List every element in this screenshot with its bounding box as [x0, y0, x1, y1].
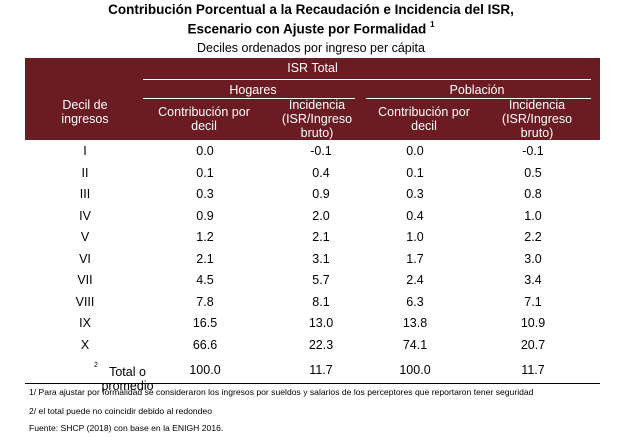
cell-p-contrib: 0.1 — [406, 165, 424, 180]
table-row: IV 0.9 2.0 0.4 1.0 — [25, 207, 600, 228]
cell-h-contrib: 0.9 — [196, 208, 214, 223]
cell-p-incid: -0.1 — [522, 144, 544, 158]
source-note: Fuente: SHCP (2018) con base en la ENIGH… — [29, 423, 224, 433]
header-poblacion: Población — [449, 83, 505, 97]
cell-decil: IX — [79, 316, 91, 330]
table-bottom-rule — [25, 383, 600, 384]
cell-p-incid: 2.2 — [524, 230, 542, 244]
title-footnote-mark: 1 — [430, 20, 435, 29]
cell-p-incid: 7.1 — [524, 294, 542, 309]
cell-p-incid: 0.8 — [524, 187, 542, 201]
cell-h-contrib: 4.5 — [196, 273, 214, 287]
cell-h-contrib: 0.1 — [196, 165, 214, 180]
cell-h-contrib: 66.6 — [192, 337, 218, 352]
table-row: II 0.1 0.4 0.1 0.5 — [25, 164, 600, 185]
cell-h-contrib: 1.2 — [196, 230, 214, 244]
table-row: IX 16.5 13.0 13.8 10.9 — [25, 314, 600, 335]
cell-h-contrib: 2.1 — [196, 251, 214, 266]
table-row: VIII 7.8 8.1 6.3 7.1 — [25, 293, 600, 314]
header-hogares: Hogares — [229, 83, 277, 97]
cell-p-incid: 0.5 — [524, 165, 542, 180]
header-decil: Decil de ingresos — [61, 98, 109, 126]
cell-p-contrib: 1.0 — [406, 230, 424, 244]
table-row: X 66.6 22.3 74.1 20.7 — [25, 336, 600, 357]
total-p-contrib: 100.0 — [399, 363, 431, 377]
header-p-contribucion: Contribución por decil — [378, 105, 470, 133]
cell-h-contrib: 7.8 — [196, 294, 214, 309]
cell-p-contrib: 74.1 — [402, 337, 428, 352]
cell-h-incid: 3.1 — [312, 251, 330, 266]
cell-h-incid: 0.4 — [312, 165, 330, 180]
cell-p-incid: 10.9 — [520, 316, 546, 330]
footnote-1: 1/ Para ajustar por formalidad se consid… — [29, 387, 534, 397]
table-title-line2: Escenario con Ajuste por Formalidad 1 — [187, 20, 435, 37]
cell-p-contrib: 0.3 — [406, 187, 424, 201]
cell-decil: V — [80, 230, 90, 244]
cell-h-incid: 2.1 — [312, 230, 330, 244]
header-isr-total: ISR Total — [287, 61, 338, 75]
total-p-incid: 11.7 — [521, 363, 545, 377]
cell-p-contrib: 0.0 — [406, 144, 424, 158]
cell-p-incid: 20.7 — [520, 337, 546, 352]
cell-h-contrib: 0.0 — [196, 144, 214, 158]
cell-decil: III — [79, 187, 91, 201]
cell-decil: I — [83, 144, 87, 158]
table-row: III 0.3 0.9 0.3 0.8 — [25, 185, 600, 206]
header-h-incidencia: Incidencia (ISR/Ingreso bruto) — [281, 98, 353, 140]
cell-p-incid: 1.0 — [524, 208, 542, 223]
total-h-contrib: 100.0 — [189, 363, 221, 377]
table-subtitle: Deciles ordenados por ingreso per cápita — [197, 41, 425, 55]
cell-p-incid: 3.0 — [524, 251, 542, 266]
table-title-line1: Contribución Porcentual a la Recaudación… — [108, 2, 514, 17]
total-h-incid: 11.7 — [309, 363, 333, 377]
cell-h-incid: 22.3 — [308, 337, 334, 352]
cell-h-contrib: 0.3 — [196, 187, 214, 201]
header-h-contribucion: Contribución por decil — [158, 105, 250, 133]
cell-p-contrib: 13.8 — [402, 316, 428, 330]
table-header: ISR Total Hogares Población Decil de ingr… — [25, 58, 600, 140]
table-row-total: Total o promedio 2 100.0 11.7 100.0 11.7 — [25, 361, 600, 393]
table-row: V 1.2 2.1 1.0 2.2 — [25, 228, 600, 249]
cell-decil: IV — [79, 208, 91, 223]
cell-h-contrib: 16.5 — [192, 316, 218, 330]
footnote-2: 2/ el total puede no coincidir debido al… — [29, 406, 212, 416]
cell-decil: VII — [77, 273, 93, 287]
table-row: I 0.0 -0.1 0.0 -0.1 — [25, 142, 600, 163]
table-row: VI 2.1 3.1 1.7 3.0 — [25, 250, 600, 271]
cell-p-contrib: 6.3 — [406, 294, 424, 309]
cell-p-contrib: 1.7 — [406, 251, 424, 266]
header-p-incidencia: Incidencia (ISR/Ingreso bruto) — [501, 98, 573, 140]
cell-h-incid: 2.0 — [312, 208, 330, 223]
cell-h-incid: -0.1 — [310, 144, 332, 158]
cell-p-contrib: 0.4 — [406, 208, 424, 223]
cell-decil: VI — [79, 251, 91, 266]
cell-decil: II — [81, 165, 89, 180]
cell-decil: X — [80, 337, 90, 352]
cell-h-incid: 8.1 — [312, 294, 330, 309]
cell-decil: VIII — [75, 294, 95, 309]
cell-p-incid: 3.4 — [524, 273, 542, 287]
cell-h-incid: 5.7 — [312, 273, 330, 287]
table-row: VII 4.5 5.7 2.4 3.4 — [25, 271, 600, 292]
cell-p-contrib: 2.4 — [406, 273, 424, 287]
cell-h-incid: 0.9 — [312, 187, 330, 201]
total-label: Total o promedio 2 — [94, 361, 154, 393]
cell-h-incid: 13.0 — [308, 316, 334, 330]
